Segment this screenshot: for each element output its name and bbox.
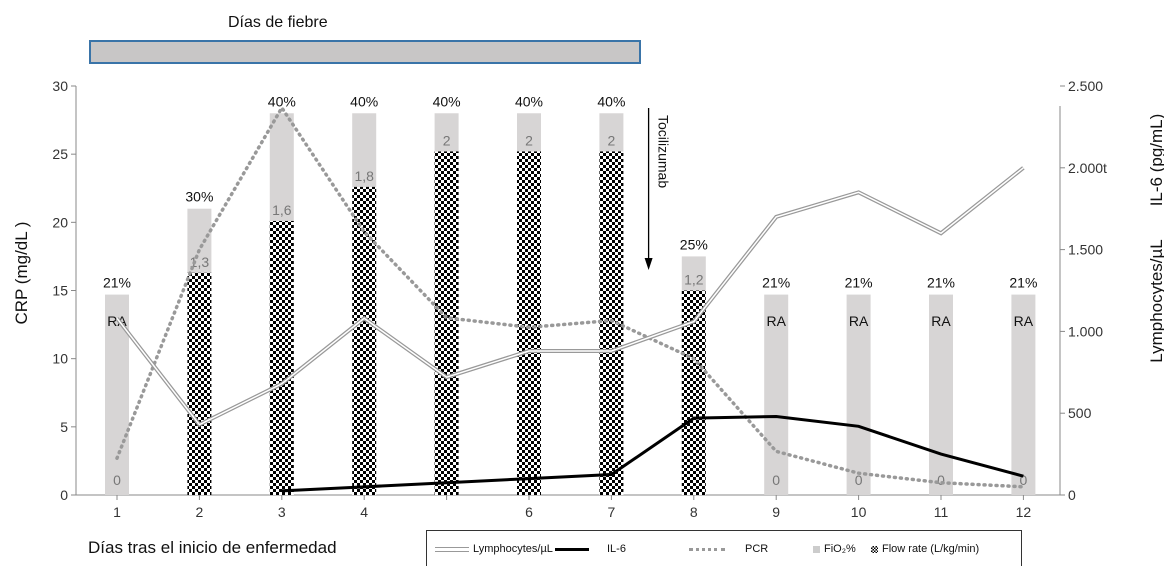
y-left-tick-label: 10	[52, 351, 68, 367]
flow-rate-label: 0	[855, 472, 863, 488]
fio2-label: 21%	[103, 275, 131, 291]
y-axis-right-title-lymph: Lymphocytes/µL	[1147, 239, 1164, 363]
x-tick-label: 9	[772, 504, 780, 520]
y-axis-left-title: CRP (mg/dL )	[12, 221, 31, 325]
x-tick-label: 1	[113, 504, 121, 520]
pcr-line	[115, 104, 1026, 489]
y-right-tick-label: 500	[1068, 405, 1092, 421]
legend-label-pcr: PCR	[745, 543, 769, 555]
fio2-label: 30%	[185, 189, 213, 205]
ra-label: RA	[1014, 313, 1034, 329]
legend-label-il6: IL-6	[607, 543, 626, 555]
flow-rate-bar	[352, 186, 377, 496]
y-left-tick-label: 30	[52, 78, 68, 94]
y-right-tick-label: 0	[1068, 487, 1076, 503]
fio2-bar	[846, 294, 871, 495]
x-axis-title: Días tras el inicio de enfermedad	[88, 538, 337, 557]
flow-rate-label: 2	[525, 132, 533, 148]
flow-rate-label: 1,2	[684, 272, 704, 288]
chart-legend: Lymphocytes/µL IL-6 PCR FiO₂% Flow rate …	[426, 530, 1022, 566]
legend-label-fio2: FiO₂%	[824, 543, 856, 555]
x-tick-label: 12	[1016, 504, 1032, 520]
ra-label: RA	[931, 313, 951, 329]
flow-rate-label: 2	[443, 132, 451, 148]
y-left-tick-label: 15	[52, 283, 68, 299]
flow-rate-bar	[517, 151, 541, 495]
y-right-tick-label: 1.500	[1068, 242, 1103, 258]
flow-rate-label: 1,3	[190, 254, 210, 270]
x-tick-label: 7	[608, 504, 616, 520]
fio2-label: 21%	[762, 275, 790, 291]
ra-label: RA	[766, 313, 786, 329]
flow-rate-label: 0	[1020, 472, 1028, 488]
fio2-label: 40%	[597, 93, 625, 109]
y-left-tick-label: 5	[60, 419, 68, 435]
flow-rate-bar	[434, 151, 459, 495]
y-left-tick-label: 0	[60, 487, 68, 503]
x-tick-label: 11	[934, 504, 949, 520]
legend-swatch-pcr	[689, 547, 725, 551]
flow-rate-label: 1,6	[272, 202, 292, 218]
y-left-tick-label: 20	[52, 214, 68, 230]
y-right-tick-label: 1.000	[1068, 323, 1103, 339]
fio2-label: 40%	[350, 93, 378, 109]
legend-swatch-fio2	[813, 545, 820, 553]
flow-rate-label: 2	[608, 132, 616, 148]
x-tick-label: 2	[196, 504, 204, 520]
fio2-label: 40%	[433, 93, 461, 109]
legend-label-lymphocytes: Lymphocytes/µL	[473, 543, 553, 555]
flow-rate-label: 0	[113, 472, 121, 488]
flow-rate-bar	[269, 220, 294, 495]
fever-days-bar	[89, 40, 641, 64]
tocilizumab-label: Tocilizumab	[656, 115, 672, 188]
x-tick-label: 3	[278, 504, 286, 520]
lymphocytes-line-inner	[116, 167, 1024, 426]
fio2-bar	[929, 294, 953, 495]
x-tick-label: 8	[690, 504, 698, 520]
fio2-bar	[1011, 294, 1036, 495]
fio2-bar	[764, 294, 789, 495]
legend-swatch-flow	[871, 545, 878, 553]
fio2-label: 21%	[927, 275, 955, 291]
tocilizumab-arrow-head	[644, 258, 653, 270]
legend-item-pcr: PCR	[689, 543, 768, 555]
legend-swatch-il6	[555, 547, 589, 551]
legend-swatch-lymphocytes	[435, 546, 469, 552]
legend-label-flow: Flow rate (L/kg/min)	[882, 543, 980, 555]
fio2-label: 21%	[845, 275, 873, 291]
legend-item-lymphocytes: Lymphocytes/µL	[435, 543, 553, 555]
x-tick-label: 10	[851, 504, 867, 520]
fever-days-label: Días de fiebre	[228, 14, 328, 31]
x-tick-label: 6	[525, 504, 533, 520]
legend-item-il6: IL-6	[555, 543, 626, 555]
fio2-label: 40%	[515, 93, 543, 109]
fio2-label: 40%	[268, 93, 296, 109]
fio2-label: 21%	[1009, 275, 1037, 291]
ra-label: RA	[849, 313, 869, 329]
legend-item-fio2: FiO₂%	[813, 543, 856, 555]
flow-rate-label: 0	[937, 472, 945, 488]
flow-rate-bar	[187, 272, 212, 495]
il6-line	[281, 414, 1024, 493]
flow-rate-bar	[599, 151, 624, 495]
flow-rate-label: 1,8	[354, 168, 374, 184]
y-right-tick-label: 2.500	[1068, 78, 1103, 94]
x-tick-label: 4	[360, 504, 368, 520]
flow-rate-label: 0	[772, 472, 780, 488]
y-left-tick-label: 25	[52, 146, 68, 162]
fio2-label: 25%	[680, 236, 708, 252]
y-right-tick-label: 2.000t	[1068, 160, 1107, 176]
legend-item-flow: Flow rate (L/kg/min)	[871, 543, 979, 555]
